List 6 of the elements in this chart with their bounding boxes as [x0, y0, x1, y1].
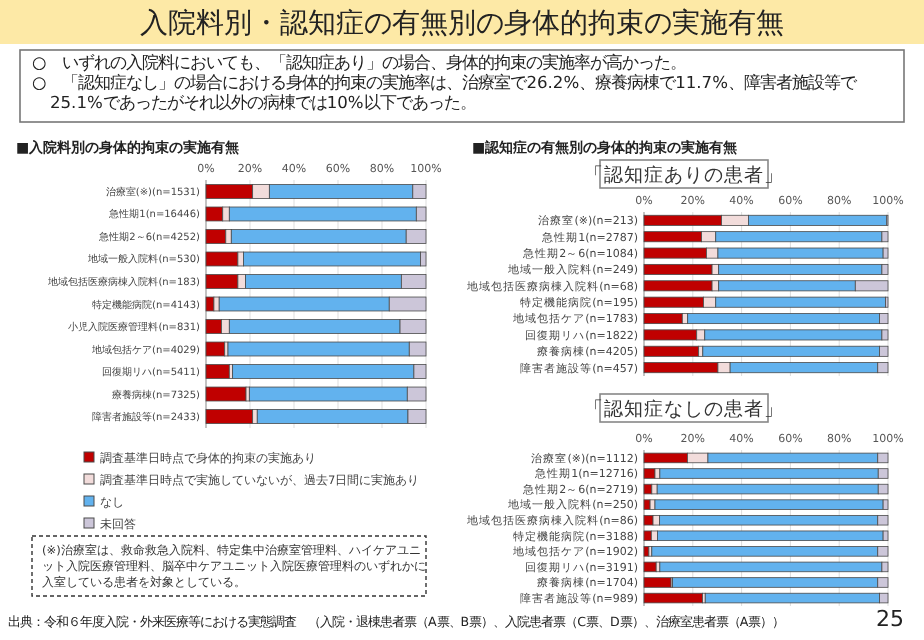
text: 入院料別・認知症の有無別の身体的拘束の実施有無 [140, 8, 784, 40]
text: ○ 「認知症なし」の場合における身体的拘束の実施率は、治療室で26.2%、療養病棟で11.7%、障害者施設等で25.1%であったがそれ以外の病棟では10%以下であった。 [32, 72, 858, 112]
chart-title: 「認知症なしの患者」 [584, 397, 784, 421]
chart-subtitle: 「認知症ありの患者」 [584, 163, 784, 187]
annotation: 25 [876, 606, 904, 632]
text: ○ いずれの入院料においても、「認知症あり」の場合、身体的拘束の実施率が高かった。 [32, 52, 687, 72]
